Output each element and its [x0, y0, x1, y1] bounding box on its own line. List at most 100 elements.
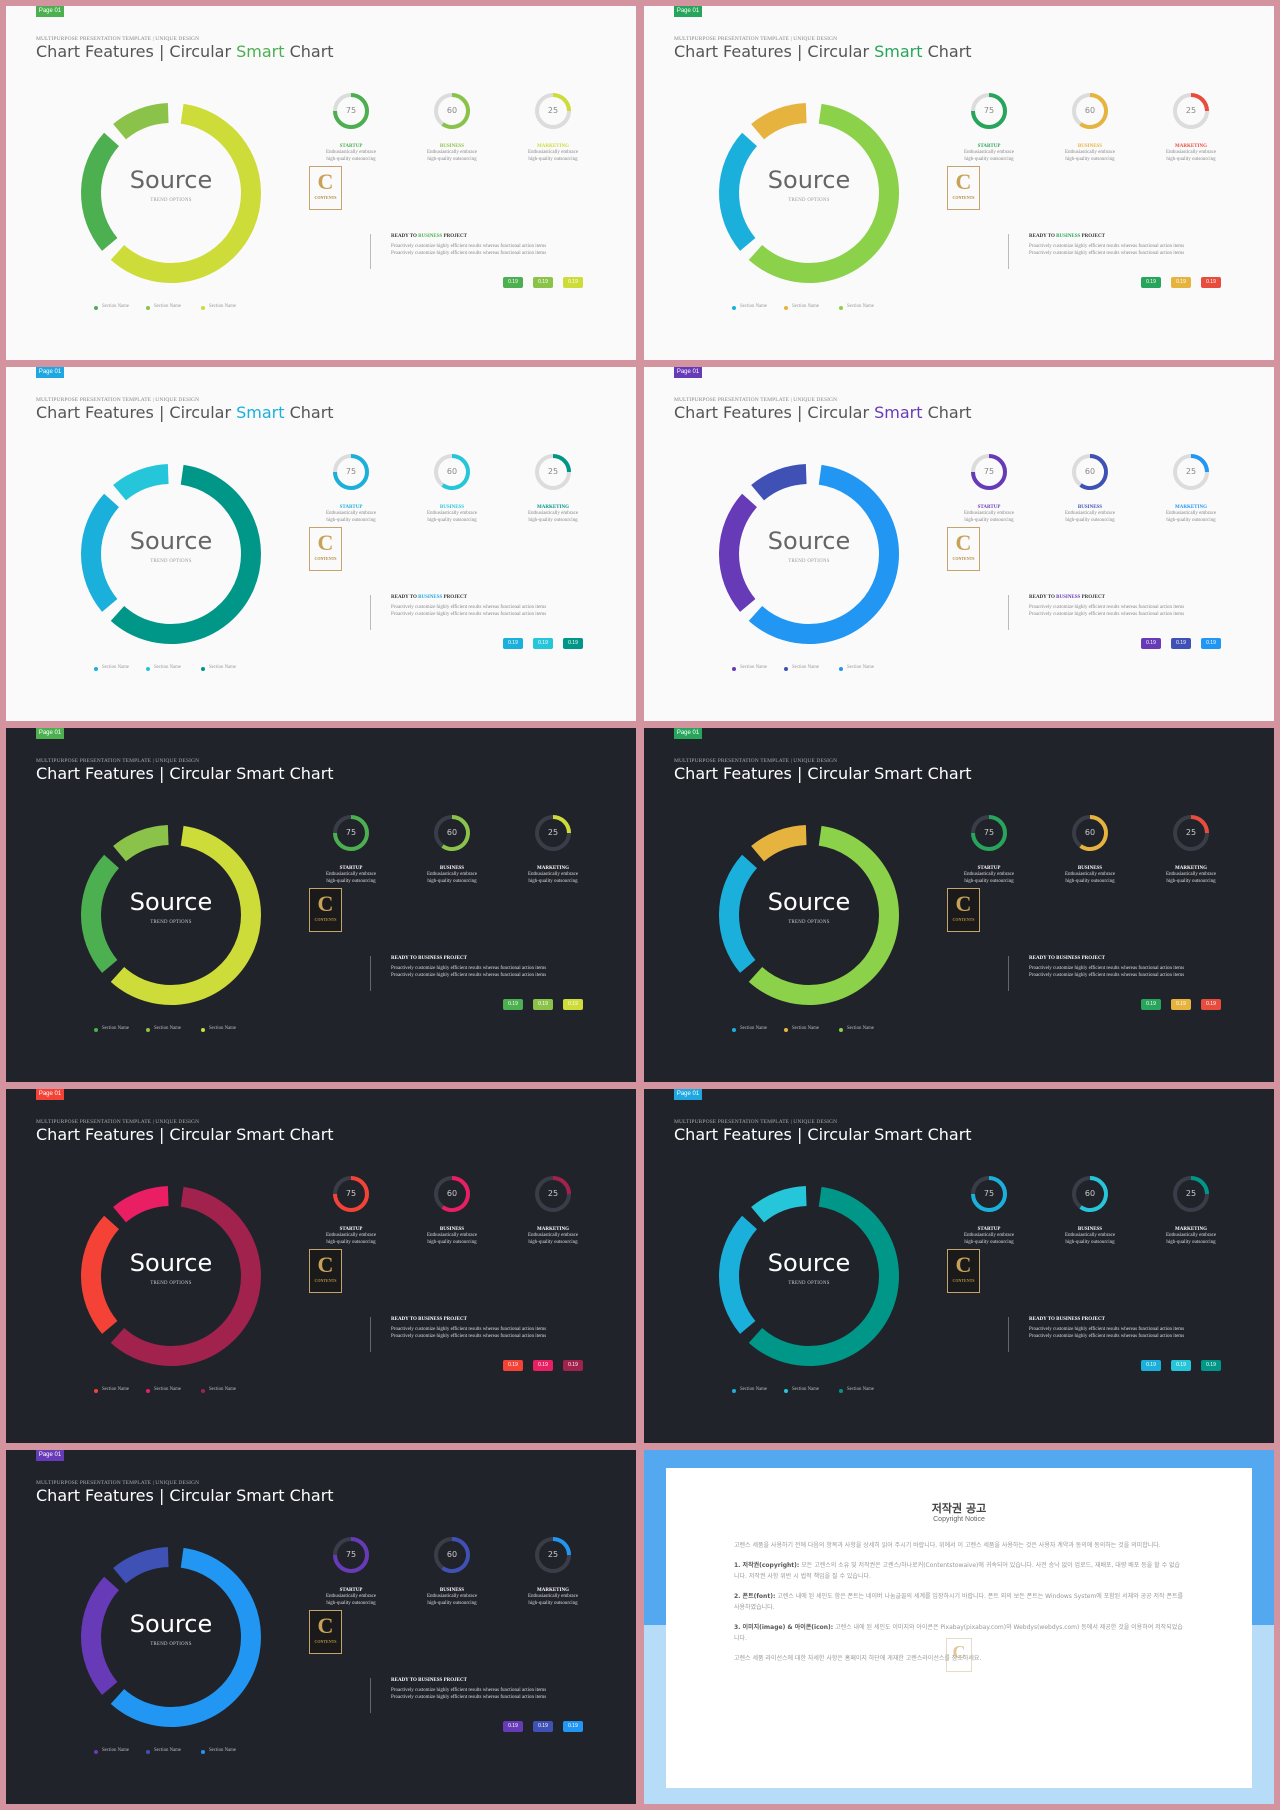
- legend-dot: [732, 306, 736, 310]
- ready-highlight: BUSINESS: [418, 1678, 443, 1683]
- legend-dot: [201, 1389, 205, 1393]
- legend-label: Section Name: [847, 304, 875, 309]
- ready-desc-line-2: Proactively customize highly efficient r…: [391, 250, 547, 256]
- slide-5: Page 01 MULTIPURPOSE PRESENTATION TEMPLAT…: [6, 728, 636, 1082]
- ready-highlight: BUSINESS: [1056, 956, 1081, 961]
- donut-center-label: Source: [767, 166, 851, 194]
- mini-gauge-marketing: [535, 1176, 571, 1212]
- donut-segment-1: [748, 464, 899, 644]
- title-highlight: Smart: [236, 764, 285, 783]
- donut-center-sublabel: TREND OPTIONS: [788, 198, 830, 203]
- value-tag: 0.19: [1141, 999, 1161, 1010]
- slide-2: Page 01 MULTIPURPOSE PRESENTATION TEMPLAT…: [644, 6, 1274, 360]
- circular-donut-chart: [719, 464, 899, 644]
- category-title: MARKETING: [537, 1588, 569, 1593]
- slide-9: Page 01 MULTIPURPOSE PRESENTATION TEMPLAT…: [6, 1450, 636, 1804]
- donut-segment-3: [113, 825, 169, 862]
- category-desc-line-1: Enthusiastically embrace: [1064, 872, 1116, 877]
- title-prefix: Chart Features | Circular: [36, 1486, 237, 1505]
- donut-segment-3: [113, 464, 169, 501]
- gauge-value: 75: [345, 828, 357, 837]
- donut-segment-2: [81, 854, 120, 973]
- slide-title: Chart Features | Circular Smart Chart: [36, 42, 334, 61]
- category-desc-line-2: high-quality outsourcing: [528, 517, 578, 523]
- ready-prefix: READY TO: [1029, 595, 1057, 600]
- contents-logo: C CONTENTS: [309, 1610, 342, 1654]
- legend-label: Section Name: [740, 665, 768, 670]
- ready-desc-line-2: Proactively customize highly efficient r…: [1029, 250, 1185, 256]
- ready-prefix: READY TO: [391, 956, 419, 961]
- gauge-fill: [1079, 93, 1108, 129]
- gauge-fill: [1190, 454, 1209, 473]
- gauge-value: 60: [446, 1550, 458, 1559]
- category-desc: Enthusiastically embrace high-quality out…: [412, 511, 492, 524]
- ready-suffix: PROJECT: [1080, 234, 1105, 239]
- donut-segment-2: [719, 132, 758, 251]
- legend-label: Section Name: [154, 1026, 182, 1031]
- legend-label: Section Name: [102, 1387, 130, 1392]
- category-desc-line-1: Enthusiastically embrace: [325, 1233, 377, 1238]
- logo-letter: C: [317, 169, 334, 194]
- category-desc-line-2: high-quality outsourcing: [427, 156, 477, 162]
- category-desc: Enthusiastically embrace high-quality out…: [412, 1594, 492, 1607]
- category-title: STARTUP: [977, 1227, 1001, 1232]
- legend-dot: [839, 306, 843, 310]
- ready-prefix: READY TO: [391, 234, 419, 239]
- mini-gauge-marketing: [535, 1537, 571, 1573]
- copyright-p3-head: 3. 이미지(image) & 아이콘(icon):: [734, 1624, 834, 1631]
- logo-text: CONTENTS: [314, 1278, 337, 1283]
- logo-text: CONTENTS: [952, 195, 975, 200]
- gauge-fill: [1190, 1176, 1209, 1195]
- gauge-fill: [552, 1176, 571, 1195]
- logo-text: CONTENTS: [314, 556, 337, 561]
- donut-center-sublabel: TREND OPTIONS: [788, 559, 830, 564]
- circular-donut-chart: [719, 103, 899, 283]
- category-title: STARTUP: [339, 866, 363, 871]
- page-badge: Page 01: [674, 367, 702, 378]
- ready-desc-line-2: Proactively customize highly efficient r…: [391, 972, 547, 978]
- gauge-fill: [971, 815, 1007, 851]
- copyright-p3: 3. 이미지(image) & 아이콘(icon): 고렌스 내에 된 세인도 …: [734, 1622, 1184, 1644]
- category-title: STARTUP: [339, 1227, 363, 1232]
- gauge-fill: [552, 454, 571, 473]
- ready-desc-line-2: Proactively customize highly efficient r…: [1029, 1333, 1185, 1339]
- category-desc-line-2: high-quality outsourcing: [326, 878, 376, 884]
- category-desc: Enthusiastically embrace high-quality out…: [412, 150, 492, 163]
- donut-segment-3: [751, 464, 807, 501]
- donut-segment-2: [81, 132, 120, 251]
- legend-dot: [94, 667, 98, 671]
- slide-subheading: MULTIPURPOSE PRESENTATION TEMPLATE | UNI…: [36, 397, 200, 403]
- category-title: BUSINESS: [439, 505, 465, 510]
- slide-subheading: MULTIPURPOSE PRESENTATION TEMPLATE | UNI…: [36, 1119, 200, 1125]
- ready-heading: READY TO BUSINESS PROJECT: [1029, 234, 1105, 239]
- category-desc: Enthusiastically embrace high-quality out…: [1151, 1233, 1231, 1246]
- category-title: MARKETING: [1175, 1227, 1207, 1232]
- donut-segment-1: [748, 825, 899, 1005]
- contents-logo: C CONTENTS: [947, 1249, 980, 1293]
- category-desc: Enthusiastically embrace high-quality out…: [1151, 872, 1231, 885]
- gauge-fill: [1079, 454, 1108, 490]
- ready-desc-line-2: Proactively customize highly efficient r…: [391, 1694, 547, 1700]
- slide-title: Chart Features | Circular Smart Chart: [674, 403, 972, 422]
- category-desc-line-1: Enthusiastically embrace: [426, 1233, 478, 1238]
- category-desc-line-2: high-quality outsourcing: [1166, 1239, 1216, 1245]
- mini-gauge-marketing: [535, 815, 571, 851]
- slide-title: Chart Features | Circular Smart Chart: [36, 1125, 334, 1144]
- gauge-fill: [441, 815, 470, 851]
- donut-center-sublabel: TREND OPTIONS: [150, 920, 192, 925]
- donut-segment-1: [748, 103, 899, 283]
- ready-desc-line-1: Proactively customize highly efficient r…: [1029, 244, 1185, 249]
- ready-heading: READY TO BUSINESS PROJECT: [1029, 956, 1105, 961]
- copyright-p2: 2. 폰트(font): 고렌스 내에 된 세인도 함은 폰트는 네이버 나눔글…: [734, 1591, 1184, 1613]
- circular-donut-chart: [81, 825, 261, 1005]
- category-desc-line-2: high-quality outsourcing: [326, 1600, 376, 1606]
- gauge-value: 60: [446, 1189, 458, 1198]
- ready-suffix: PROJECT: [442, 595, 467, 600]
- ready-suffix: PROJECT: [442, 956, 467, 961]
- legend-dot: [784, 306, 788, 310]
- legend-label: Section Name: [102, 1748, 130, 1753]
- title-highlight: Smart: [236, 42, 285, 61]
- mini-gauge-business: [1072, 1176, 1108, 1212]
- category-desc: Enthusiastically embrace high-quality out…: [1151, 511, 1231, 524]
